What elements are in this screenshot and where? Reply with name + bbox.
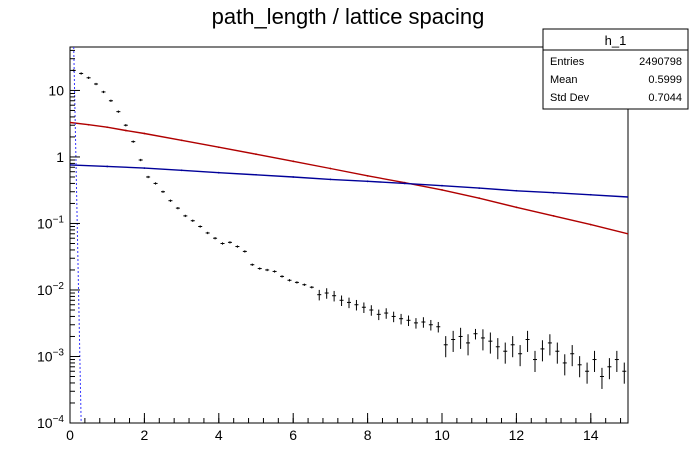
data-point (552, 191, 555, 194)
x-tick-label: 2 (141, 427, 149, 443)
x-tick-label: 14 (583, 427, 599, 443)
data-point (106, 165, 109, 168)
series-3 (73, 47, 82, 423)
series-0 (70, 121, 628, 235)
data-point (70, 163, 71, 166)
y-tick-label: 10−4 (37, 414, 64, 431)
stats-name: h_1 (605, 33, 627, 48)
data-point (403, 182, 406, 185)
data-point (70, 121, 71, 124)
data-point (589, 193, 592, 196)
x-tick-label: 12 (509, 427, 525, 443)
data-point (329, 167, 332, 170)
y-tick-label: 10 (48, 82, 64, 98)
data-point (255, 153, 257, 156)
data-point (255, 173, 257, 176)
series-line (70, 121, 628, 235)
data-point (478, 197, 481, 200)
y-tick-label: 1 (56, 149, 64, 165)
data-point (552, 214, 555, 217)
series-line (70, 164, 628, 198)
axes: 0 2 4 6 8 10 12 14 10−4 10−3 10−2 10−1 1 10 (37, 49, 622, 443)
stats-label-stddev: Std Dev (550, 92, 590, 104)
series-1 (70, 163, 628, 198)
y-tick-label: 10−2 (37, 281, 64, 298)
data-point (292, 160, 295, 163)
data-point (441, 184, 443, 187)
x-tick-label: 8 (364, 427, 372, 443)
data-point (217, 146, 220, 149)
spike-line (73, 47, 82, 423)
series-layer (70, 47, 628, 423)
data-point (478, 187, 481, 190)
data-point (180, 139, 183, 142)
stats-box: h_1 Entries 2490798 Mean 0.5999 Std Dev … (542, 28, 689, 110)
data-point (180, 169, 183, 172)
data-point (627, 232, 628, 235)
data-point (515, 189, 518, 192)
data-point (143, 132, 146, 135)
y-tick-label: 10−3 (37, 347, 64, 364)
stats-label-mean: Mean (550, 74, 578, 86)
x-tick-label: 0 (66, 427, 74, 443)
data-point (106, 126, 109, 129)
data-point (143, 167, 146, 169)
data-point (217, 171, 220, 174)
data-point (87, 123, 90, 126)
series-2 (71, 69, 627, 389)
x-tick-label: 6 (289, 427, 297, 443)
stats-value-mean: 0.5999 (648, 74, 682, 86)
x-tick-label: 10 (434, 427, 450, 443)
y-tick-label: 10−1 (37, 214, 64, 231)
data-point (124, 129, 127, 132)
data-point (366, 174, 369, 177)
data-point (441, 188, 443, 191)
data-point (292, 176, 295, 178)
stats-label-entries: Entries (550, 56, 585, 68)
data-point (366, 180, 369, 183)
x-tick-label: 4 (215, 427, 223, 443)
stats-value-stddev: 0.7044 (648, 92, 682, 104)
chart-title: path_length / lattice spacing (212, 4, 485, 29)
data-point (589, 223, 592, 226)
stats-value-entries: 2490798 (639, 56, 682, 68)
data-point (515, 206, 518, 209)
plot-frame (69, 46, 629, 424)
data-point (329, 178, 332, 181)
data-point (627, 196, 628, 198)
